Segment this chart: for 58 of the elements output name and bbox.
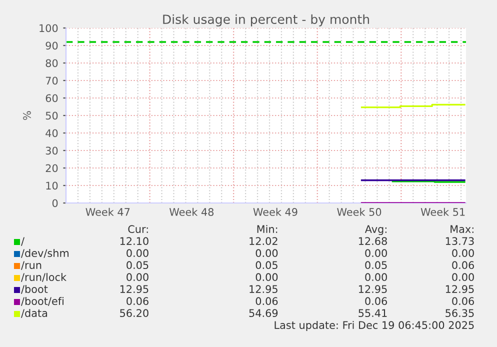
text: 0.05: [126, 261, 148, 270]
text: 0.00: [365, 273, 387, 282]
legend-label: /boot/efi: [21, 296, 64, 306]
text: 12.95: [120, 285, 148, 294]
legend-label: /boot: [21, 284, 48, 294]
text: 12.10: [120, 237, 148, 246]
text: 0.05: [256, 261, 278, 270]
text: Min:: [257, 224, 278, 233]
y-tick-label: 40: [46, 129, 58, 138]
legend-label: /dev/shm: [21, 248, 68, 258]
text: 56.20: [120, 309, 148, 318]
y-tick-label: 70: [46, 76, 58, 85]
text: 0.00: [126, 249, 148, 258]
text: Avg:: [364, 225, 386, 236]
text: 0.00: [452, 249, 474, 258]
legend-label: /data: [21, 308, 48, 318]
y-axis-title: %: [23, 111, 31, 120]
text: 55.41: [358, 309, 387, 318]
x-tick-label: Week 47: [86, 208, 130, 216]
text: 12.68: [358, 237, 387, 246]
text: 56.35: [446, 309, 474, 318]
text: 12.95: [446, 285, 474, 294]
legend-label: /run/lock: [21, 272, 67, 282]
y-tick-label: 60: [46, 94, 58, 102]
text: 0.00: [126, 273, 148, 282]
text: 0.00: [256, 249, 278, 258]
x-tick-label: Week 48: [169, 208, 214, 216]
text: 0.05: [365, 261, 387, 270]
text: Cur:: [128, 225, 148, 234]
y-tick-label: 10: [46, 182, 58, 190]
x-tick-label: Week 49: [253, 208, 298, 216]
y-tick-label: 90: [46, 42, 58, 50]
text: 0.06: [365, 297, 388, 306]
text: 54.69: [249, 309, 278, 318]
x-tick-label: Week 50: [337, 208, 382, 216]
y-tick-label: 50: [46, 112, 58, 120]
text: 0.06: [452, 261, 474, 270]
legend-label: /run: [21, 261, 42, 270]
text: 0.00: [365, 249, 387, 258]
text: 12.95: [358, 285, 387, 294]
text: 12.95: [250, 285, 278, 294]
y-tick-label: 20: [46, 164, 58, 172]
text: 0.00: [256, 273, 278, 282]
x-tick-label: Week 51: [420, 208, 465, 216]
text: 0.06: [256, 297, 278, 306]
y-tick-label: 100: [40, 24, 58, 32]
text: 0.06: [452, 297, 474, 306]
y-tick-label: 0: [52, 199, 58, 208]
text: Last update: Fri Dec 19 06:45:00 2025: [274, 320, 474, 332]
text: 0.06: [126, 297, 148, 306]
y-tick-label: 80: [46, 59, 58, 68]
legend-label: /: [21, 237, 25, 246]
chart-title: Disk usage in percent - by month: [163, 14, 369, 26]
text: 13.73: [446, 237, 474, 246]
text: 0.00: [452, 273, 474, 282]
text: Max:: [450, 225, 474, 234]
text: 12.02: [250, 237, 278, 246]
y-tick-label: 30: [46, 146, 58, 155]
